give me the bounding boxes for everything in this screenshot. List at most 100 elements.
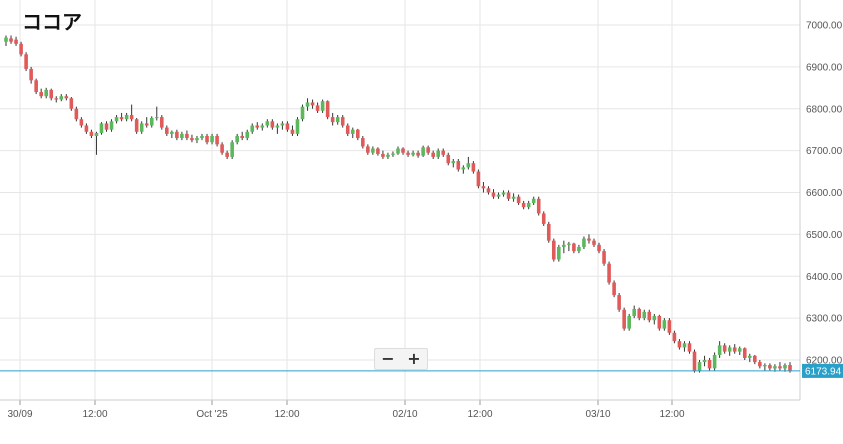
candle <box>114 115 119 124</box>
candle <box>672 330 677 344</box>
candle <box>426 145 430 155</box>
candle <box>421 145 425 157</box>
candle <box>607 261 611 285</box>
candle <box>185 130 189 141</box>
candle <box>707 357 712 371</box>
candle <box>290 125 295 136</box>
candle <box>39 88 43 99</box>
candle <box>476 169 481 189</box>
candle <box>496 192 501 199</box>
candle <box>511 193 516 202</box>
candle <box>567 241 571 252</box>
candle <box>300 104 305 122</box>
candle <box>466 156 471 170</box>
candle <box>682 341 687 352</box>
candle <box>431 150 435 159</box>
candle <box>285 121 290 132</box>
candle <box>692 349 697 373</box>
candle <box>195 135 199 144</box>
candle <box>456 159 461 172</box>
candle <box>119 112 124 122</box>
current-price-label: 6173.94 <box>805 366 842 377</box>
candle <box>687 341 692 354</box>
candle <box>617 293 621 312</box>
candle <box>491 189 496 199</box>
candle <box>768 363 772 371</box>
candle <box>205 133 209 145</box>
candle <box>84 123 89 134</box>
candle <box>250 123 255 134</box>
candle <box>180 131 184 141</box>
candle <box>747 353 752 363</box>
candle <box>627 313 631 331</box>
candle <box>712 352 717 371</box>
x-tick-label: 12:00 <box>82 409 107 420</box>
candle <box>587 234 591 244</box>
candle <box>29 66 33 84</box>
candle <box>104 121 109 132</box>
y-tick-label: 7000.00 <box>806 21 843 32</box>
y-tick-label: 6600.00 <box>806 188 843 199</box>
candle <box>54 96 59 103</box>
x-tick-label: 02/10 <box>392 409 417 420</box>
candle <box>381 150 385 159</box>
zoom-out-button[interactable]: − <box>381 349 395 368</box>
y-tick-label: 6400.00 <box>806 272 843 283</box>
candle <box>737 346 742 355</box>
candle <box>391 151 395 157</box>
candle <box>441 148 446 157</box>
candle <box>722 343 727 354</box>
candle <box>170 130 174 139</box>
candle <box>255 122 260 130</box>
candle <box>461 165 466 174</box>
candle <box>14 36 18 46</box>
candle <box>486 186 491 195</box>
candle <box>501 190 506 197</box>
candle <box>401 147 405 155</box>
candle <box>230 140 234 159</box>
candle <box>139 121 144 134</box>
candle <box>371 146 375 155</box>
candle <box>662 318 667 331</box>
candle <box>49 88 54 101</box>
candle <box>677 339 682 350</box>
candle <box>557 244 561 262</box>
candle <box>175 129 179 141</box>
candle <box>330 112 335 126</box>
candle <box>582 236 586 250</box>
x-tick-label: Oct '25 <box>196 409 228 420</box>
candle <box>99 122 104 135</box>
candle <box>592 238 596 247</box>
candle <box>4 35 8 46</box>
candle <box>24 52 28 72</box>
x-tick-label: 12:00 <box>467 409 492 420</box>
candle <box>154 106 159 121</box>
candle <box>9 35 13 44</box>
candle <box>778 362 782 371</box>
candle <box>366 144 370 155</box>
candle <box>74 106 79 122</box>
candle <box>652 313 657 325</box>
y-tick-label: 6700.00 <box>806 146 843 157</box>
candle <box>340 115 345 128</box>
chart-title: ココア <box>22 10 82 34</box>
candle <box>325 100 330 120</box>
y-tick-label: 6900.00 <box>806 62 843 73</box>
candle <box>536 196 541 216</box>
candle <box>562 240 566 254</box>
candle <box>69 97 74 111</box>
candles <box>4 35 792 373</box>
zoom-controls: − + <box>374 348 428 370</box>
candle <box>637 307 642 321</box>
candle <box>657 314 662 331</box>
candle <box>19 41 23 57</box>
x-tick-label: 03/10 <box>585 409 610 420</box>
y-tick-label: 6200.00 <box>806 356 843 367</box>
candle <box>376 147 380 156</box>
candle <box>270 119 275 130</box>
candle <box>521 200 526 210</box>
zoom-in-button[interactable]: + <box>407 349 421 368</box>
candle <box>411 150 415 157</box>
candle <box>546 221 551 243</box>
